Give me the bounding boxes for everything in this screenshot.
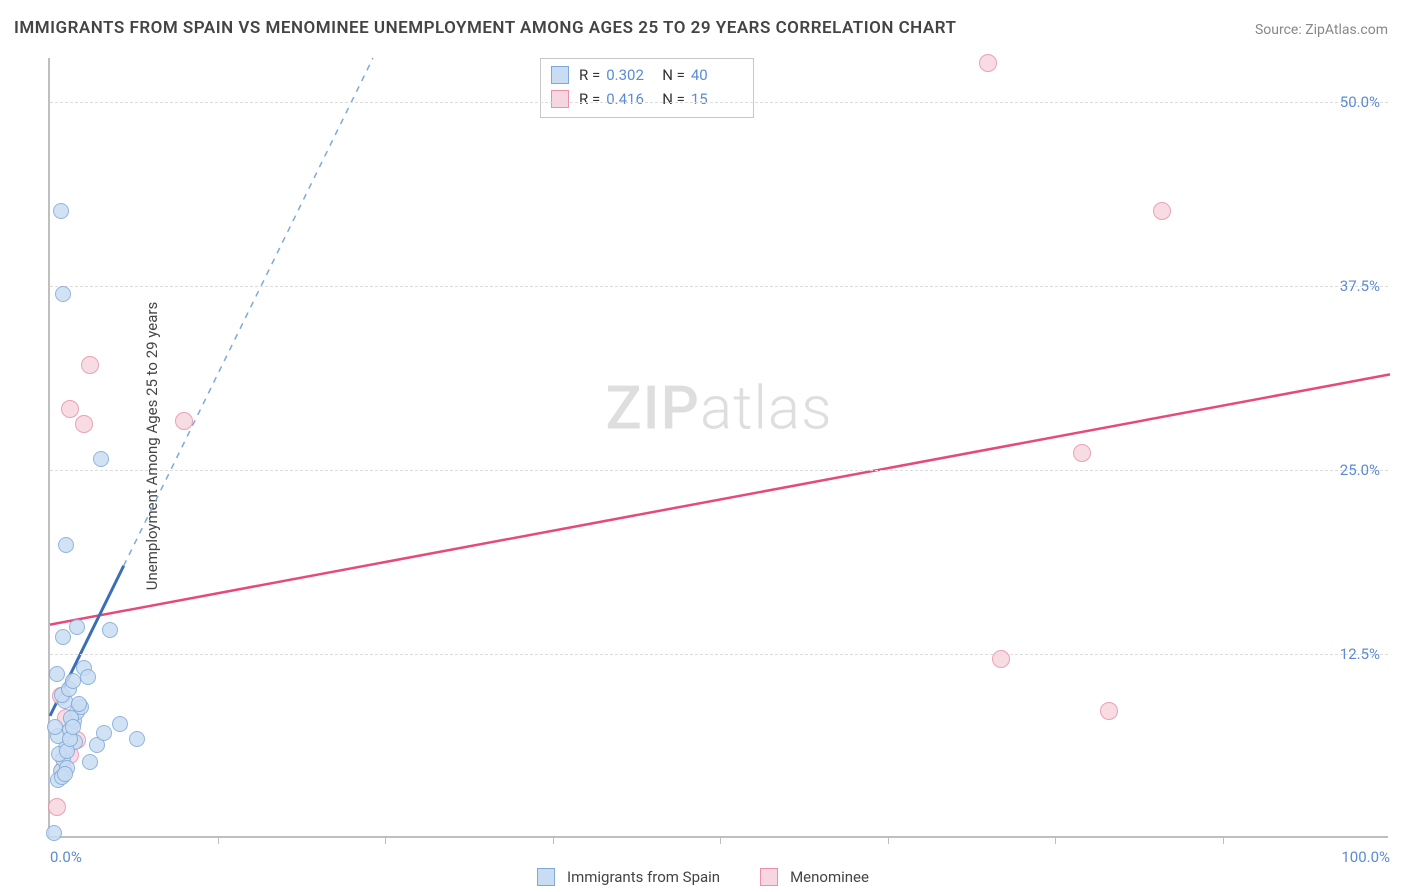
x-tick — [720, 836, 721, 844]
source-name: ZipAtlas.com — [1305, 22, 1388, 38]
data-point-a — [65, 673, 81, 689]
trend-line — [50, 374, 1390, 624]
y-tick-label: 25.0% — [1340, 461, 1380, 479]
chart-title: IMMIGRANTS FROM SPAIN VS MENOMINEE UNEMP… — [14, 18, 956, 38]
source-prefix: Source: — [1255, 22, 1305, 38]
data-point-a — [102, 622, 118, 638]
data-point-a — [55, 286, 71, 302]
y-tick-label: 12.5% — [1340, 645, 1380, 663]
watermark: ZIPatlas — [606, 373, 833, 444]
x-tick — [888, 836, 889, 844]
legend-item-a: Immigrants from Spain — [537, 868, 720, 886]
legend-swatch-b — [760, 868, 778, 886]
x-tick-label: 0.0% — [50, 848, 82, 866]
stat-r-label-b: R = — [579, 87, 600, 111]
stat-n-value-b: 15 — [691, 87, 741, 111]
stat-r-label-a: R = — [579, 63, 600, 87]
data-point-a — [65, 719, 81, 735]
x-tick — [1223, 836, 1224, 844]
gridline-h — [50, 470, 1388, 471]
data-point-a — [69, 619, 85, 635]
legend-label-a: Immigrants from Spain — [567, 868, 720, 886]
bottom-legend: Immigrants from Spain Menominee — [537, 868, 869, 886]
y-tick-label: 50.0% — [1340, 93, 1380, 111]
watermark-thin: atlas — [700, 373, 833, 444]
x-tick — [1055, 836, 1056, 844]
data-point-b — [81, 356, 99, 374]
data-point-a — [49, 666, 65, 682]
data-point-a — [47, 719, 63, 735]
stat-r-value-a: 0.302 — [606, 63, 656, 87]
stat-n-label-b: N = — [662, 87, 685, 111]
x-tick — [385, 836, 386, 844]
data-point-b — [48, 798, 66, 816]
legend-swatch-a — [537, 868, 555, 886]
x-tick — [218, 836, 219, 844]
data-point-a — [129, 731, 145, 747]
x-tick — [553, 836, 554, 844]
data-point-b — [175, 412, 193, 430]
gridline-h — [50, 654, 1388, 655]
data-point-a — [93, 451, 109, 467]
stat-n-label-a: N = — [662, 63, 685, 87]
watermark-bold: ZIP — [606, 373, 700, 444]
data-point-a — [112, 716, 128, 732]
swatch-b — [551, 90, 569, 108]
stat-r-value-b: 0.416 — [606, 87, 656, 111]
data-point-a — [55, 629, 71, 645]
data-point-a — [82, 754, 98, 770]
data-point-a — [71, 696, 87, 712]
data-point-a — [96, 725, 112, 741]
gridline-h — [50, 286, 1388, 287]
data-point-b — [1073, 444, 1091, 462]
data-point-a — [46, 825, 62, 841]
data-point-a — [53, 203, 69, 219]
source-attribution: Source: ZipAtlas.com — [1255, 22, 1388, 38]
data-point-b — [75, 415, 93, 433]
data-point-b — [992, 650, 1010, 668]
data-point-a — [57, 766, 73, 782]
y-tick-label: 37.5% — [1340, 277, 1380, 295]
data-point-b — [61, 400, 79, 418]
data-point-b — [1153, 202, 1171, 220]
gridline-h — [50, 102, 1388, 103]
swatch-a — [551, 66, 569, 84]
data-point-b — [1100, 702, 1118, 720]
data-point-a — [58, 537, 74, 553]
stats-row-b: R = 0.416 N = 15 — [551, 87, 741, 111]
trend-lines-layer — [50, 58, 1388, 836]
data-point-b — [979, 54, 997, 72]
stat-n-value-a: 40 — [691, 63, 741, 87]
legend-label-b: Menominee — [790, 868, 869, 886]
stats-legend-box: R = 0.302 N = 40 R = 0.416 N = 15 — [540, 58, 754, 118]
stats-row-a: R = 0.302 N = 40 — [551, 63, 741, 87]
plot-area: ZIPatlas R = 0.302 N = 40 R = 0.416 N = … — [48, 58, 1388, 838]
trend-line — [124, 58, 373, 566]
legend-item-b: Menominee — [760, 868, 869, 886]
data-point-a — [80, 669, 96, 685]
x-tick-label: 100.0% — [1341, 848, 1390, 866]
